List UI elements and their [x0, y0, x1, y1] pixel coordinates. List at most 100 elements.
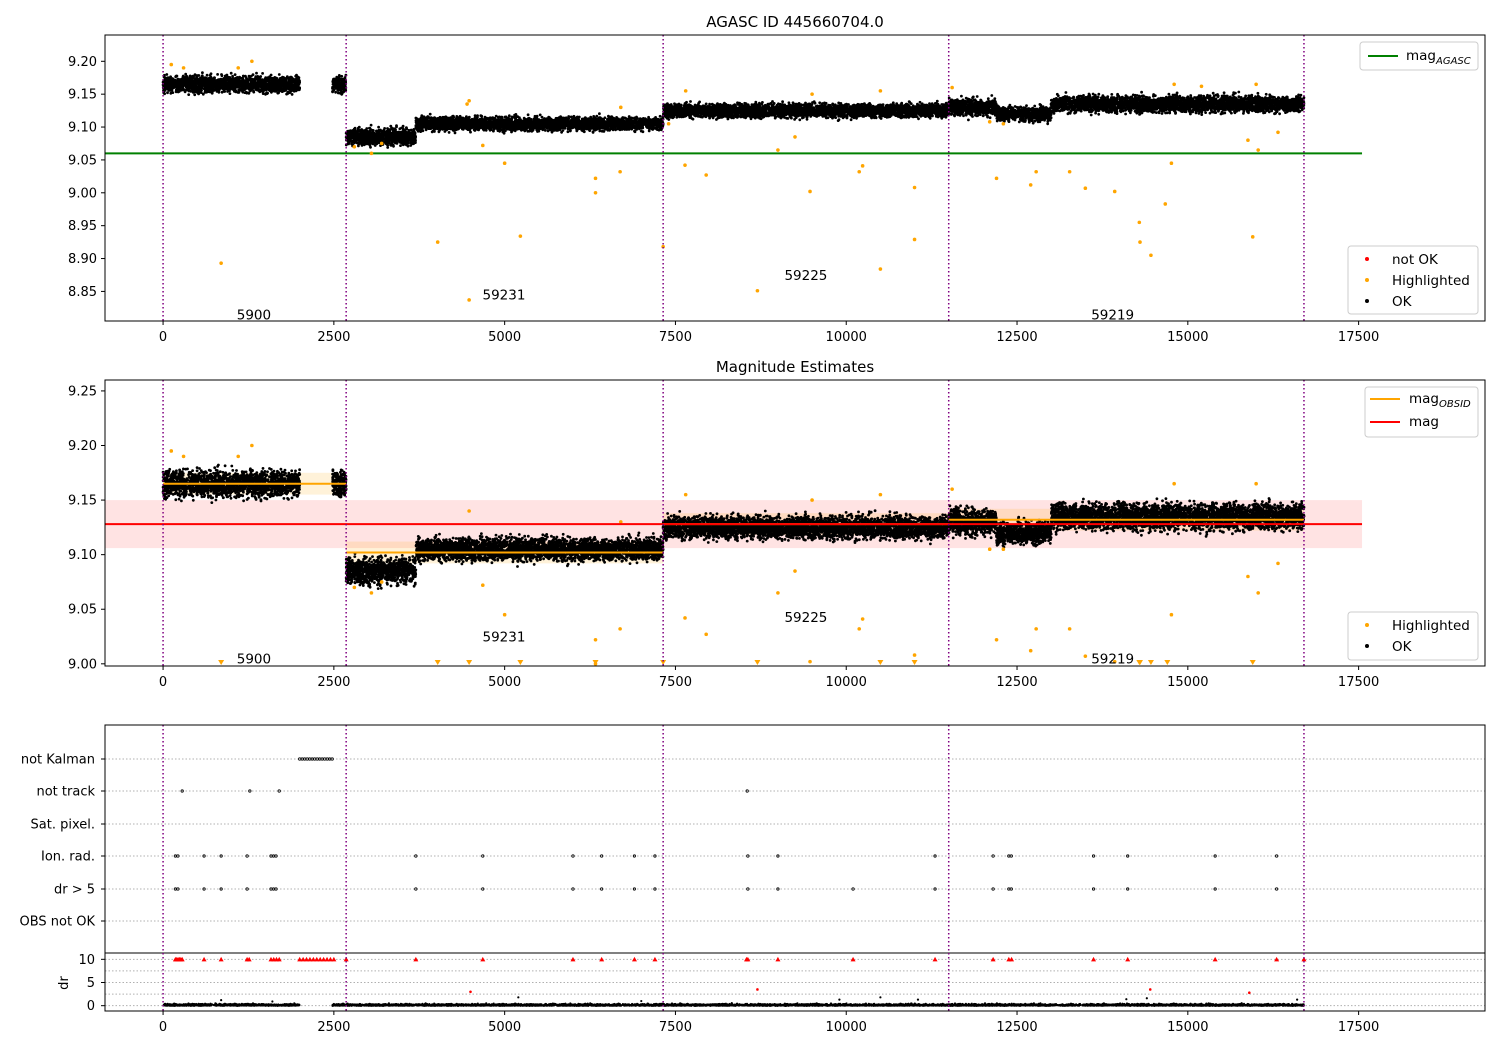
ok-point [285, 77, 288, 80]
ok-point [184, 73, 187, 76]
ok-point [598, 130, 601, 133]
ok-point [166, 91, 169, 94]
ok-point [266, 77, 269, 80]
ok-point [245, 91, 248, 94]
ok-point [249, 83, 252, 86]
ok-point [399, 144, 402, 147]
ok-point [192, 91, 195, 94]
ok-point [163, 92, 166, 95]
ok-point [238, 84, 241, 87]
ok-point [216, 73, 219, 76]
ok-point [275, 77, 278, 80]
ok-point [284, 85, 287, 88]
ok-point [536, 115, 539, 118]
ok-point [197, 90, 200, 93]
ok-point [297, 83, 300, 86]
ok-point [342, 90, 345, 93]
ok-point [343, 85, 346, 88]
agasc-panel: AGASC ID 445660704.059005923159225592190… [68, 13, 1485, 345]
ok-point [361, 131, 364, 134]
ok-point [376, 130, 379, 133]
ok-point [233, 82, 236, 85]
ok-point [284, 81, 287, 84]
ok-point [402, 129, 405, 132]
ok-point [336, 89, 339, 92]
ok-point [448, 131, 451, 134]
ok-point [347, 143, 350, 146]
ok-point [215, 87, 218, 90]
ok-point [402, 125, 405, 128]
ok-point [598, 112, 601, 115]
ok-point [429, 113, 432, 116]
ok-point [378, 139, 381, 142]
ok-point [185, 84, 188, 87]
ok-point [278, 73, 281, 76]
ok-point [209, 74, 212, 77]
ok-point [205, 88, 208, 91]
ok-point [291, 86, 294, 89]
ok-point [369, 134, 372, 137]
ok-point [221, 84, 224, 87]
ok-point [399, 137, 402, 140]
ok-point [386, 132, 389, 135]
ok-point [607, 115, 610, 118]
ok-point [205, 77, 208, 80]
ok-point [350, 143, 353, 146]
ok-point [339, 92, 342, 95]
ok-point [252, 73, 255, 76]
ok-point [245, 84, 248, 87]
ok-point [412, 138, 415, 141]
ok-point [381, 136, 384, 139]
ok-point [272, 87, 275, 90]
ok-point [176, 79, 179, 82]
ok-point [347, 136, 350, 139]
ok-point [223, 90, 226, 93]
ok-point [279, 89, 282, 92]
ok-point [248, 92, 251, 95]
ok-point [249, 87, 252, 90]
ok-point [365, 142, 368, 145]
ok-point [334, 91, 337, 94]
ok-point [395, 134, 398, 137]
ok-point [177, 88, 180, 91]
ok-point [252, 90, 255, 93]
ok-point [225, 86, 228, 89]
ok-point [202, 93, 205, 96]
ok-point [285, 93, 288, 96]
ok-point [227, 83, 230, 86]
ok-point [198, 74, 201, 77]
ok-point [413, 129, 416, 132]
ok-point [258, 83, 261, 86]
ok-point [276, 92, 279, 95]
ok-point [352, 133, 355, 136]
ok-point [362, 134, 365, 137]
ok-point [340, 86, 343, 89]
ok-point [231, 77, 234, 80]
ok-point [188, 84, 191, 87]
ok-point [368, 127, 371, 130]
ok-point [220, 78, 223, 81]
ok-point [273, 81, 276, 84]
ok-point [251, 80, 254, 83]
ok-point [397, 132, 400, 135]
ok-point [340, 75, 343, 78]
ok-point [190, 75, 193, 78]
ok-point [353, 128, 356, 131]
ok-point [233, 90, 236, 93]
ok-point [207, 83, 210, 86]
ok-point [218, 91, 221, 94]
ok-point [287, 86, 290, 89]
ok-point [390, 127, 393, 130]
ok-point [369, 140, 372, 143]
ok-point [474, 114, 477, 117]
ok-point [659, 115, 662, 118]
ok-point [343, 79, 346, 82]
ok-point [295, 76, 298, 79]
ok-point [260, 79, 263, 82]
ok-point [185, 76, 188, 79]
ok-point [508, 114, 511, 117]
ok-point [201, 71, 204, 74]
ok-point [375, 138, 378, 141]
ok-point [374, 144, 377, 147]
ok-point [170, 79, 173, 82]
